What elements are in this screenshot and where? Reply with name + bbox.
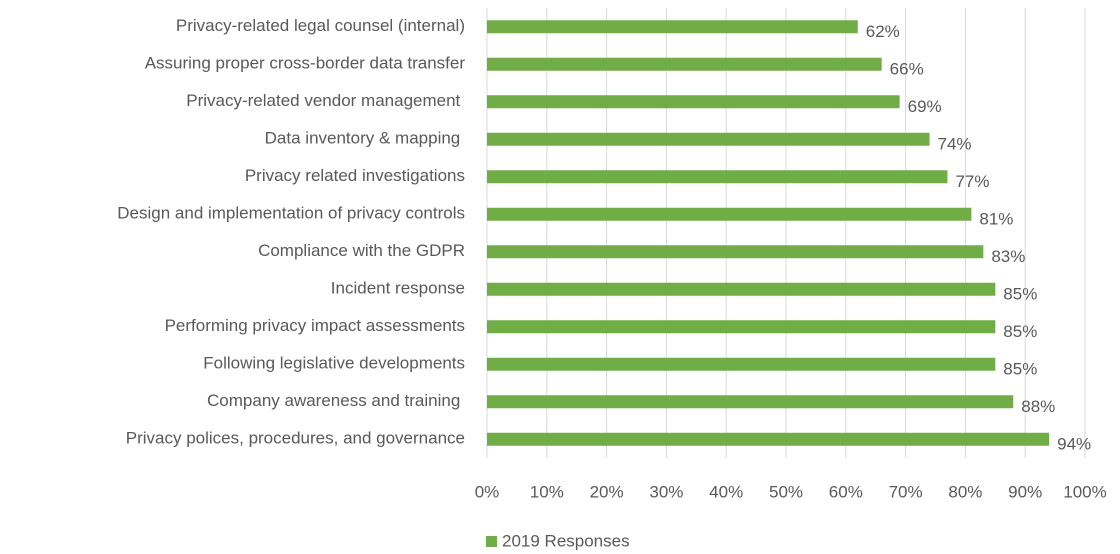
data-label: 66% [890, 60, 924, 79]
data-label: 69% [908, 97, 942, 116]
bar [487, 320, 996, 334]
legend-swatch [486, 536, 497, 547]
x-tick-label: 40% [709, 482, 743, 501]
x-tick-label: 10% [530, 482, 564, 501]
y-tick-label: Incident response [331, 279, 465, 298]
y-tick-label: Design and implementation of privacy con… [117, 204, 465, 223]
y-tick-label: Privacy related investigations [245, 166, 465, 185]
x-tick-label: 0% [475, 482, 500, 501]
bar [487, 282, 996, 296]
y-tick-label: Privacy polices, procedures, and governa… [126, 429, 465, 448]
x-tick-label: 70% [889, 482, 923, 501]
data-label: 74% [938, 135, 972, 154]
data-label: 83% [991, 247, 1025, 266]
bar [487, 245, 984, 259]
bar [487, 207, 972, 221]
x-tick-label: 20% [590, 482, 624, 501]
data-label: 85% [1003, 285, 1037, 304]
bar [487, 395, 1014, 409]
bar [487, 432, 1050, 446]
y-tick-label: Performing privacy impact assessments [165, 316, 465, 335]
data-label: 77% [955, 172, 989, 191]
y-tick-label: Compliance with the GDPR [258, 241, 465, 260]
y-tick-label: Company awareness and training [207, 391, 465, 410]
data-label: 94% [1057, 435, 1091, 454]
data-label: 85% [1003, 360, 1037, 379]
bar [487, 170, 948, 184]
y-tick-label: Following legislative developments [203, 354, 465, 373]
y-tick-label: Privacy-related legal counsel (internal) [176, 16, 465, 35]
y-tick-label: Privacy-related vendor management [186, 91, 465, 110]
y-tick-label: Data inventory & mapping [265, 129, 465, 148]
bar [487, 132, 930, 146]
legend-label: 2019 Responses [502, 531, 630, 550]
x-tick-label: 90% [1008, 482, 1042, 501]
x-tick-label: 50% [769, 482, 803, 501]
bar [487, 357, 996, 371]
bar [487, 20, 858, 34]
y-tick-label: Assuring proper cross-border data transf… [145, 54, 466, 73]
x-tick-label: 60% [829, 482, 863, 501]
data-label: 81% [979, 210, 1013, 229]
data-label: 88% [1021, 397, 1055, 416]
x-tick-label: 80% [948, 482, 982, 501]
x-tick-label: 100% [1063, 482, 1106, 501]
bar [487, 95, 900, 109]
data-label: 85% [1003, 322, 1037, 341]
bar [487, 57, 882, 71]
x-tick-label: 30% [649, 482, 683, 501]
data-label: 62% [866, 22, 900, 41]
